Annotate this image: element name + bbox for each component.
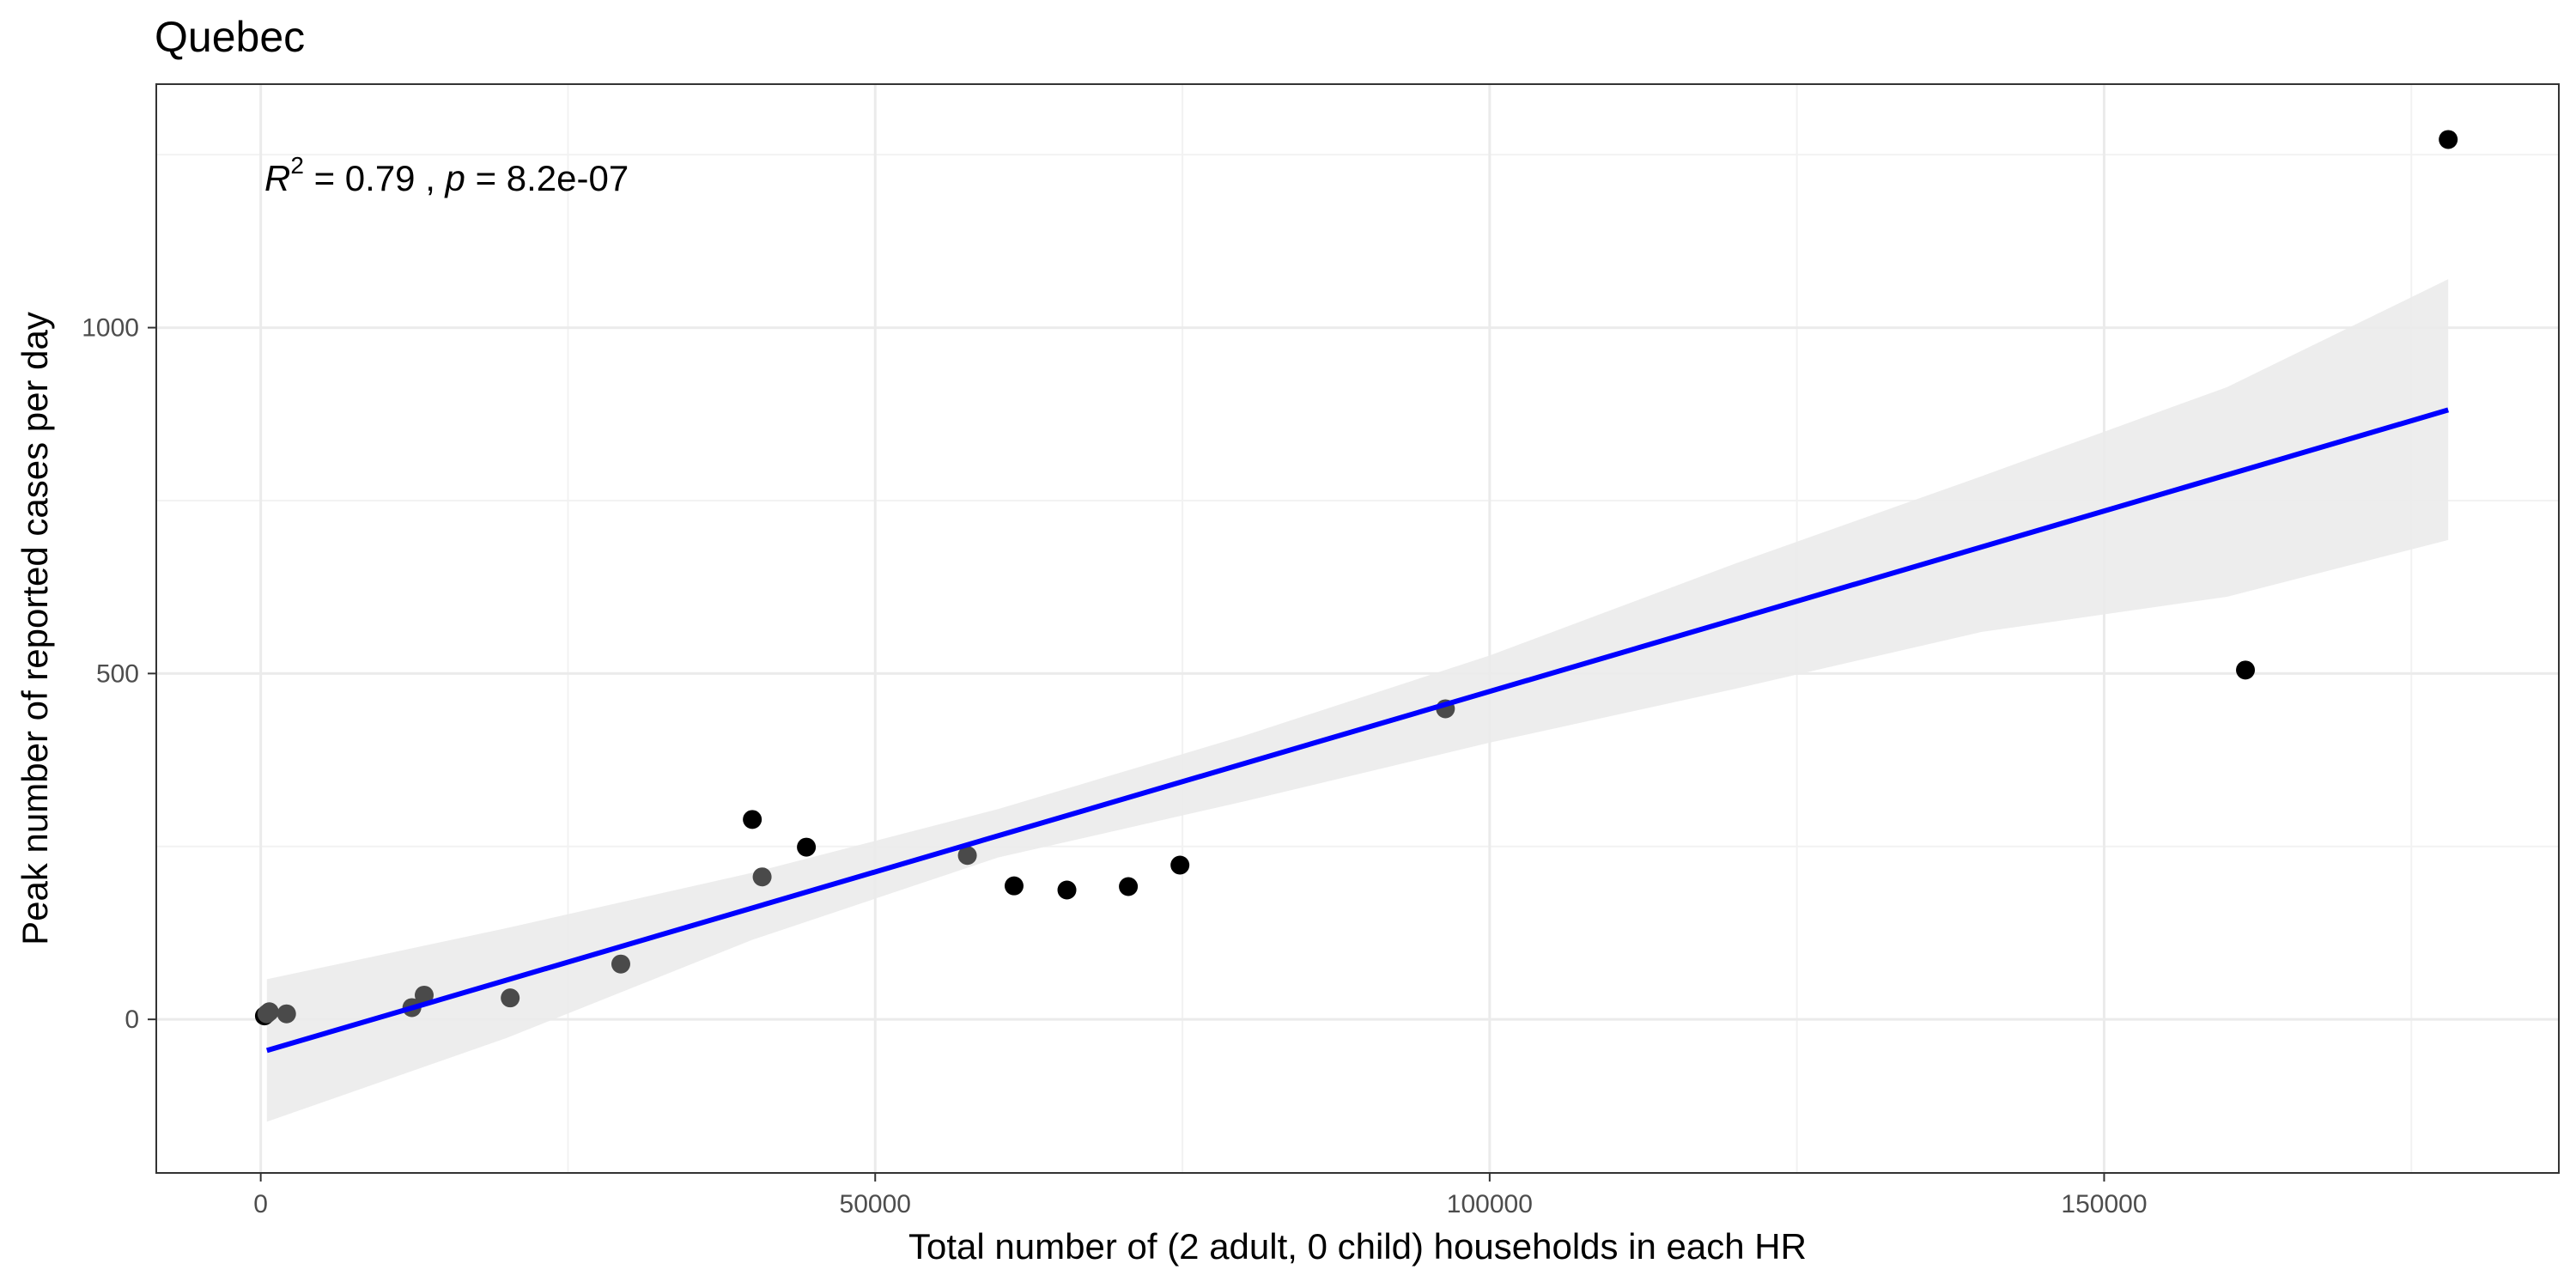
chart-title: Quebec bbox=[155, 13, 305, 61]
stats-annotation: R2 = 0.79 , p = 8.2e-07 bbox=[264, 152, 629, 198]
x-tick-label: 150000 bbox=[2061, 1190, 2147, 1218]
x-axis-title: Total number of (2 adult, 0 child) house… bbox=[908, 1226, 1807, 1267]
y-axis-ticks: 0 500 1000 bbox=[82, 314, 156, 1034]
grid-major bbox=[156, 84, 2559, 1173]
data-point bbox=[276, 1004, 296, 1024]
p-symbol: p bbox=[444, 158, 465, 198]
x-tick-label: 50000 bbox=[840, 1190, 911, 1218]
data-point bbox=[2236, 660, 2256, 680]
r-value: = 0.79 , bbox=[304, 158, 446, 198]
y-tick-label: 0 bbox=[125, 1005, 139, 1034]
data-point bbox=[1119, 877, 1139, 896]
data-point bbox=[743, 810, 762, 829]
p-value: = 8.2e-07 bbox=[465, 158, 629, 198]
data-point bbox=[1057, 880, 1077, 900]
y-axis-title: Peak number of reported cases per day bbox=[15, 312, 55, 945]
data-point bbox=[259, 1002, 279, 1022]
data-point bbox=[415, 985, 434, 1005]
data-point bbox=[1170, 855, 1190, 875]
x-tick-label: 0 bbox=[253, 1190, 268, 1218]
data-point bbox=[957, 846, 977, 866]
r-exponent: 2 bbox=[290, 152, 304, 179]
plot-border bbox=[155, 83, 2560, 1174]
y-tick-label: 1000 bbox=[82, 314, 139, 343]
regression-line bbox=[265, 407, 2450, 1054]
data-point bbox=[1004, 876, 1024, 896]
confidence-band bbox=[266, 279, 2449, 1122]
x-axis-ticks: 0 50000 100000 150000 bbox=[253, 1173, 2148, 1218]
r-symbol: R bbox=[264, 158, 290, 198]
data-point bbox=[501, 988, 520, 1008]
x-tick-label: 100000 bbox=[1447, 1190, 1533, 1218]
data-point bbox=[611, 954, 630, 974]
data-point bbox=[2439, 130, 2458, 149]
data-point bbox=[752, 867, 772, 887]
data-point bbox=[797, 837, 817, 857]
plot-area bbox=[155, 83, 2560, 1174]
y-tick-label: 500 bbox=[96, 659, 139, 688]
